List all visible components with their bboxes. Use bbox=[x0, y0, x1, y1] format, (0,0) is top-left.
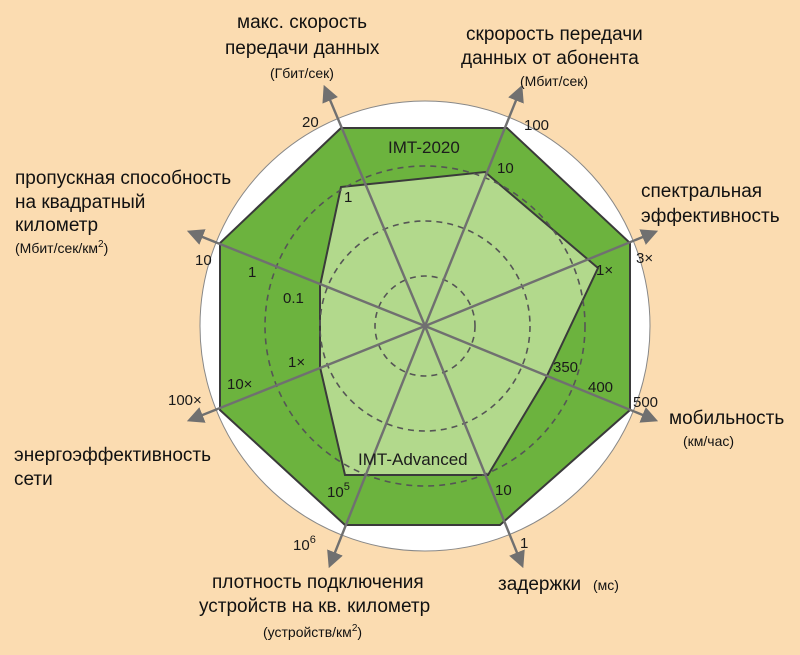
tick-peak-outer: 20 bbox=[302, 114, 319, 131]
tick-density-inner-base: 10 bbox=[327, 484, 344, 501]
density-unit-sup: 2 bbox=[352, 623, 358, 634]
latency-unit: (мс) bbox=[593, 577, 619, 593]
title-energy: энергоэффективность сети bbox=[14, 445, 211, 490]
area-unit-end: ) bbox=[104, 240, 109, 256]
peak-rate-unit: (Гбит/сек) bbox=[270, 65, 334, 81]
tick-user-inner: 10 bbox=[497, 160, 514, 177]
latency-line1: задержки bbox=[498, 574, 581, 595]
tick-area-inner: 0.1 bbox=[283, 290, 304, 307]
series-label-imt-advanced: IMT-Advanced bbox=[358, 450, 468, 469]
imt-advanced-polygon bbox=[319, 170, 600, 476]
area-unit-sup: 2 bbox=[98, 239, 104, 250]
axis-area-traffic bbox=[186, 229, 426, 328]
tick-spectral-outer: 3× bbox=[636, 250, 653, 267]
axis-peak-rate bbox=[322, 84, 427, 327]
axis-spectral bbox=[424, 229, 659, 328]
title-spectral: спектральная эффективность bbox=[641, 181, 780, 227]
tick-energy-inner: 1× bbox=[288, 354, 305, 371]
axis-user-rate bbox=[423, 84, 524, 327]
axis-lines bbox=[186, 84, 659, 569]
tick-energy-mid: 10× bbox=[227, 376, 252, 393]
axis-mobility bbox=[424, 324, 659, 423]
area-unit-text: (Мбит/сек/км bbox=[15, 240, 98, 256]
density-unit: (устройств/км2) bbox=[263, 623, 362, 640]
energy-line1: энергоэффективность bbox=[14, 445, 211, 466]
title-peak-rate: макс. скорость передачи данных (Гбит/сек… bbox=[225, 12, 380, 81]
tick-mobility-outer: 500 bbox=[633, 394, 658, 411]
spectral-line2: эффективность bbox=[641, 206, 780, 227]
title-density: плотность подключения устройств на кв. к… bbox=[199, 572, 430, 640]
grid-circles bbox=[264, 165, 586, 487]
title-user-rate: скророcть передачи данных от абонента (М… bbox=[461, 24, 643, 89]
tick-density-outer-base: 10 bbox=[293, 537, 310, 554]
title-area-traffic: пропускная способность на квадратный кил… bbox=[15, 168, 231, 256]
density-unit-end: ) bbox=[357, 624, 362, 640]
peak-rate-line1: макс. скорость bbox=[237, 12, 367, 33]
title-mobility: мобильность (км/час) bbox=[669, 408, 784, 449]
spectral-line1: спектральная bbox=[641, 181, 762, 202]
tick-area-outer: 10 bbox=[195, 252, 212, 269]
user-rate-line2: данных от абонента bbox=[461, 48, 639, 69]
tick-density-outer: 106 bbox=[293, 534, 316, 554]
tick-peak-inner: 1 bbox=[344, 189, 352, 206]
title-latency: задержки (мс) bbox=[498, 574, 619, 595]
density-line1: плотность подключения bbox=[212, 572, 424, 593]
tick-energy-outer: 100× bbox=[168, 392, 202, 409]
tick-latency-outer: 1 bbox=[520, 535, 528, 552]
mobility-unit: (км/час) bbox=[683, 433, 734, 449]
tick-density-outer-sup: 6 bbox=[310, 534, 316, 546]
tick-spectral-inner: 1× bbox=[596, 262, 613, 279]
axis-latency bbox=[423, 325, 525, 569]
mobility-line1: мобильность bbox=[669, 408, 784, 429]
area-line2: на квадратный bbox=[15, 192, 145, 213]
tick-latency-inner: 10 bbox=[495, 482, 512, 499]
tick-area-mid: 1 bbox=[248, 264, 256, 281]
tick-density-inner-sup: 5 bbox=[344, 481, 350, 493]
area-unit: (Мбит/сек/км2) bbox=[15, 239, 108, 256]
energy-line2: сети bbox=[14, 469, 53, 490]
tick-density-inner: 105 bbox=[327, 481, 350, 501]
density-unit-text: (устройств/км bbox=[263, 624, 352, 640]
peak-rate-line2: передачи данных bbox=[225, 38, 380, 59]
area-line1: пропускная способность bbox=[15, 168, 231, 189]
area-line3: километр bbox=[15, 215, 98, 236]
user-rate-line1: скророcть передачи bbox=[466, 24, 643, 45]
tick-user-outer: 100 bbox=[524, 117, 549, 134]
density-line2: устройств на кв. километр bbox=[199, 596, 430, 617]
series-label-imt2020: IMT-2020 bbox=[388, 138, 460, 157]
axis-energy bbox=[186, 324, 426, 423]
tick-mobility-mid: 400 bbox=[588, 379, 613, 396]
tick-mobility-inner: 350 bbox=[553, 359, 578, 376]
axis-density bbox=[327, 325, 427, 569]
user-rate-unit: (Мбит/сек) bbox=[520, 73, 588, 89]
